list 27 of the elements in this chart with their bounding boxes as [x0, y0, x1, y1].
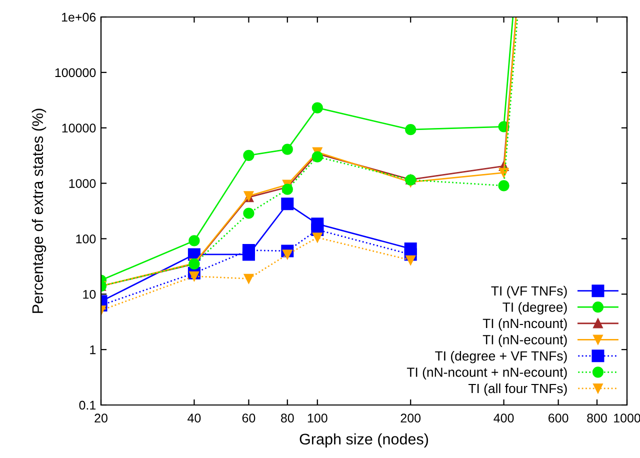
y-tick-label: 1000	[69, 179, 96, 188]
x-tick-label: 400	[494, 414, 514, 423]
y-tick-label: 1	[90, 346, 96, 354]
x-tick-label: 80	[280, 414, 294, 423]
y-tick-label: 10	[83, 290, 96, 299]
legend-label: TI (nN-ecount)	[482, 334, 567, 347]
y-tick-label: 1e+06	[62, 12, 96, 22]
x-tick-label: 100	[308, 414, 328, 423]
x-tick-label: 60	[242, 414, 256, 423]
legend-label: TI (nN-ncount + nN-ecount)	[406, 367, 567, 380]
x-tick-label: 200	[400, 414, 421, 423]
legend-label: TI (nN-ncount)	[482, 318, 567, 331]
x-tick-label: 600	[548, 414, 568, 423]
y-tick-label: 0.1	[79, 400, 96, 410]
legend-label: TI (VF TNFs)	[491, 286, 567, 298]
y-tick-label: 100	[76, 234, 96, 244]
x-tick-label: 20	[94, 414, 108, 423]
y-tick-label: 100000	[55, 68, 96, 78]
x-tick-label: 800	[587, 414, 607, 423]
y-tick-label: 10000	[62, 124, 96, 133]
x-tick-label: 1000	[614, 414, 640, 423]
legend-label: TI (all four TNFs)	[468, 383, 567, 396]
y-axis-title: Percentage of extra states (%)	[32, 108, 46, 313]
legend-label: TI (degree + VF TNFs)	[435, 350, 567, 364]
legend-label: TI (degree)	[502, 302, 567, 314]
x-tick-label: 40	[188, 414, 201, 423]
x-axis-title: Graph size (nodes)	[300, 433, 428, 448]
